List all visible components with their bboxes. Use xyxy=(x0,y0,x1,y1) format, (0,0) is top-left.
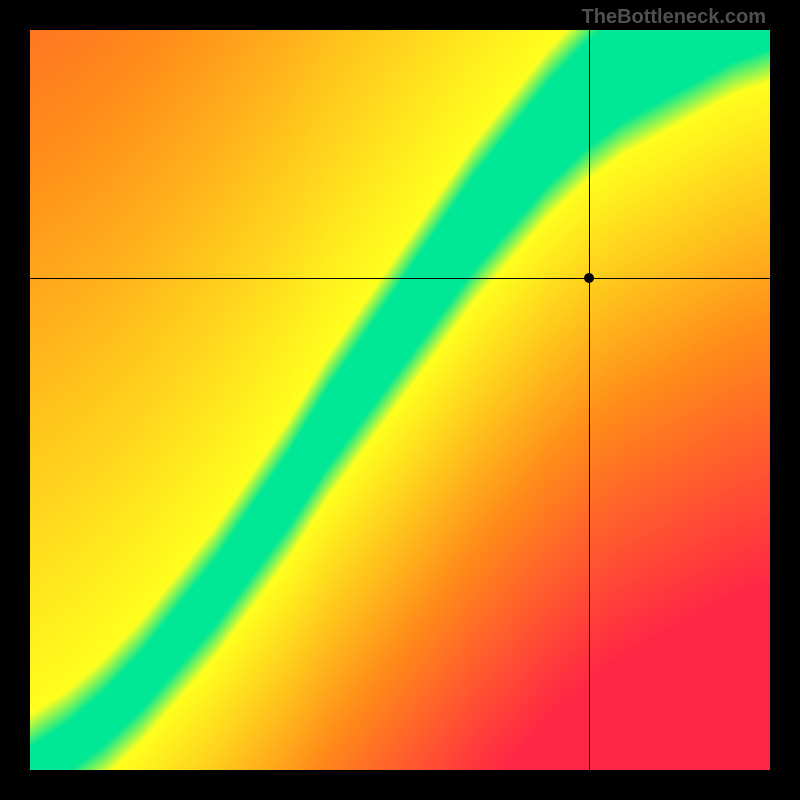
selection-marker xyxy=(584,273,594,283)
heatmap-canvas xyxy=(30,30,770,770)
bottleneck-heatmap xyxy=(30,30,770,770)
crosshair-vertical xyxy=(589,30,590,770)
attribution-label: TheBottleneck.com xyxy=(582,6,766,29)
crosshair-horizontal xyxy=(30,278,770,279)
